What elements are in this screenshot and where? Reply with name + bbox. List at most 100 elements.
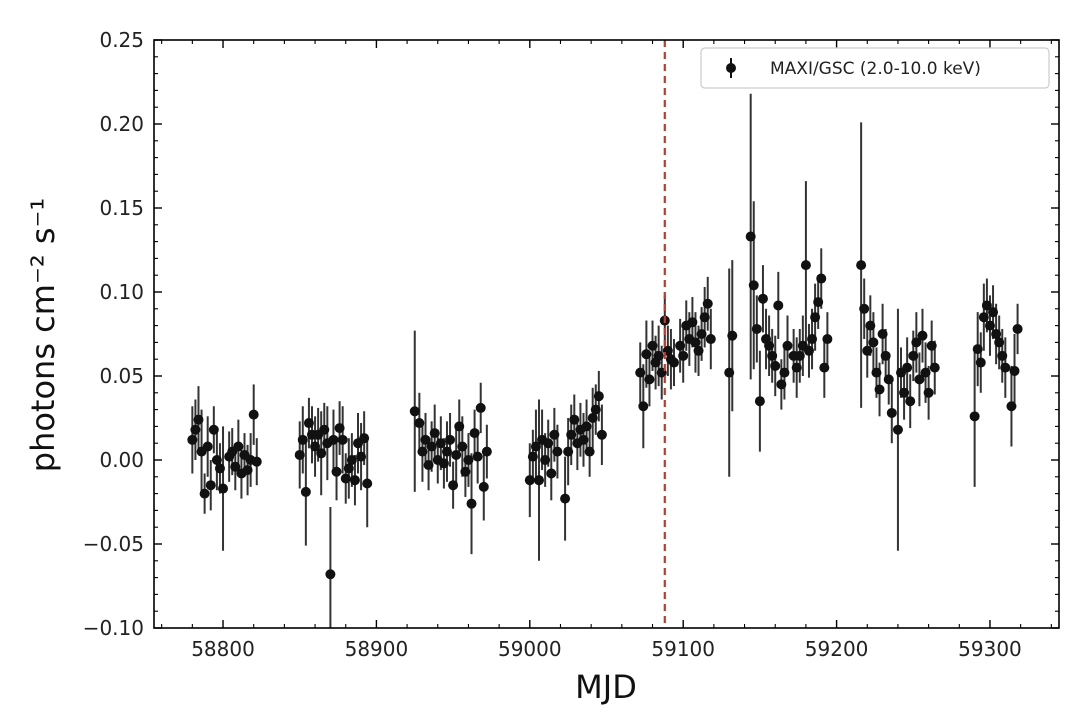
data-point-8 bbox=[211, 455, 222, 465]
data-point-149 bbox=[880, 350, 891, 361]
plot-inner bbox=[187, 40, 1023, 628]
data-point-124 bbox=[770, 360, 781, 371]
data-point-2 bbox=[193, 414, 204, 425]
data-point-140 bbox=[822, 334, 833, 345]
data-point-20 bbox=[251, 456, 262, 467]
data-point-23 bbox=[300, 486, 311, 497]
data-point-66 bbox=[478, 481, 489, 492]
data-point-177 bbox=[1009, 365, 1020, 376]
data-point-125 bbox=[773, 300, 784, 311]
data-point-13 bbox=[230, 461, 241, 472]
data-point-150 bbox=[883, 374, 894, 385]
data-point-139 bbox=[819, 362, 830, 373]
data-point-9 bbox=[214, 463, 225, 474]
data-point-127 bbox=[779, 367, 790, 378]
data-point-173 bbox=[994, 337, 1005, 348]
data-point-128 bbox=[782, 340, 793, 351]
data-point-162 bbox=[923, 387, 934, 398]
data-point-170 bbox=[984, 320, 995, 331]
data-point-29 bbox=[319, 424, 330, 435]
data-point-5 bbox=[202, 441, 213, 452]
data-point-159 bbox=[914, 374, 925, 385]
data-point-49 bbox=[426, 441, 437, 452]
y-tick-label: 0.25 bbox=[99, 28, 144, 52]
data-point-136 bbox=[810, 312, 821, 323]
legend-marker bbox=[726, 63, 736, 73]
data-point-45 bbox=[414, 418, 425, 429]
data-point-152 bbox=[892, 424, 903, 435]
data-point-33 bbox=[331, 466, 342, 477]
data-point-31 bbox=[325, 569, 336, 580]
data-point-21 bbox=[294, 449, 305, 460]
data-point-41 bbox=[356, 451, 367, 462]
data-point-142 bbox=[859, 303, 870, 314]
x-tick-label: 58800 bbox=[191, 637, 255, 661]
data-point-133 bbox=[800, 260, 811, 271]
data-point-160 bbox=[917, 330, 928, 341]
data-point-89 bbox=[593, 391, 604, 402]
data-point-88 bbox=[590, 404, 601, 415]
data-point-111 bbox=[699, 312, 710, 323]
x-tick-label: 59000 bbox=[498, 637, 562, 661]
data-point-81 bbox=[569, 414, 580, 425]
data-point-17 bbox=[242, 465, 253, 476]
data-point-110 bbox=[696, 329, 707, 339]
data-point-32 bbox=[328, 434, 339, 445]
x-tick-label: 59300 bbox=[958, 637, 1022, 661]
data-point-176 bbox=[1006, 401, 1017, 412]
data-point-56 bbox=[448, 480, 459, 491]
data-point-55 bbox=[445, 434, 456, 445]
data-point-90 bbox=[596, 429, 607, 440]
data-point-63 bbox=[469, 428, 480, 439]
data-point-70 bbox=[530, 441, 541, 452]
data-point-137 bbox=[813, 297, 824, 308]
data-point-151 bbox=[886, 407, 897, 418]
data-point-168 bbox=[978, 312, 989, 323]
x-tick-label: 59200 bbox=[805, 637, 869, 661]
data-point-35 bbox=[337, 434, 348, 445]
data-point-178 bbox=[1012, 323, 1023, 334]
data-point-155 bbox=[902, 362, 913, 373]
legend-entry-label: MAXI/GSC (2.0-10.0 keV) bbox=[770, 59, 981, 79]
data-point-115 bbox=[727, 330, 738, 341]
data-point-145 bbox=[868, 337, 879, 348]
data-point-85 bbox=[581, 421, 592, 432]
data-point-61 bbox=[463, 455, 474, 465]
data-point-120 bbox=[757, 293, 768, 304]
data-point-65 bbox=[475, 402, 486, 413]
data-point-86 bbox=[584, 446, 595, 457]
data-point-130 bbox=[791, 362, 802, 373]
data-point-94 bbox=[644, 374, 655, 385]
data-point-75 bbox=[546, 468, 557, 479]
data-point-50 bbox=[429, 428, 440, 439]
data-point-174 bbox=[997, 350, 1008, 361]
data-point-34 bbox=[334, 423, 345, 434]
data-point-91 bbox=[635, 367, 646, 378]
data-point-36 bbox=[340, 473, 351, 484]
data-point-102 bbox=[668, 357, 679, 368]
data-point-74 bbox=[543, 438, 554, 449]
data-point-118 bbox=[751, 323, 762, 334]
data-point-76 bbox=[549, 429, 560, 440]
data-point-175 bbox=[1000, 362, 1011, 373]
data-point-0 bbox=[187, 434, 198, 445]
data-point-93 bbox=[641, 349, 652, 360]
data-point-68 bbox=[524, 475, 535, 486]
data-point-47 bbox=[420, 434, 431, 445]
data-point-6 bbox=[205, 480, 216, 491]
data-point-46 bbox=[417, 446, 428, 457]
data-point-148 bbox=[877, 329, 888, 339]
data-point-112 bbox=[702, 298, 713, 309]
data-point-39 bbox=[349, 475, 360, 486]
data-point-38 bbox=[346, 455, 357, 465]
data-point-166 bbox=[972, 344, 983, 355]
data-point-69 bbox=[527, 451, 538, 462]
y-tick-label: 0.00 bbox=[99, 448, 144, 472]
data-point-78 bbox=[560, 493, 571, 504]
data-point-143 bbox=[862, 345, 873, 356]
data-point-7 bbox=[208, 424, 219, 435]
data-point-171 bbox=[988, 307, 999, 318]
data-point-1 bbox=[190, 424, 201, 435]
